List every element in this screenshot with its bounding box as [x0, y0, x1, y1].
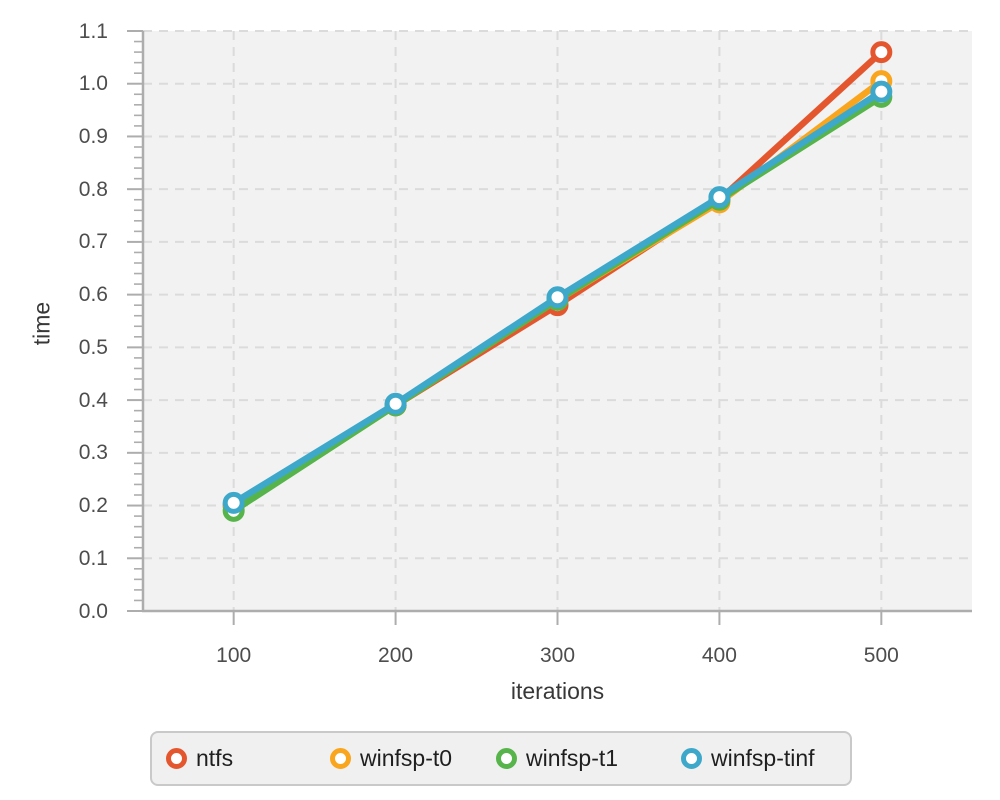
y-tick-label-1.1: 1.1	[78, 19, 108, 43]
data-point-winfsp-tinf-500	[870, 80, 893, 103]
data-point-winfsp-tinf-200	[384, 392, 407, 415]
y-tick-label-0.3: 0.3	[78, 441, 108, 465]
y-tick-label-0.8: 0.8	[78, 177, 108, 201]
y-axis-title: time	[28, 301, 55, 346]
legend-item-ntfs: ntfs	[166, 733, 233, 784]
y-tick-label-0.7: 0.7	[78, 230, 108, 254]
y-tick-label-1.0: 1.0	[78, 72, 108, 96]
legend-item-winfsp-tinf: winfsp-tinf	[681, 733, 815, 784]
legend-item-winfsp-t1: winfsp-t1	[496, 733, 618, 784]
data-point-winfsp-tinf-300	[546, 286, 569, 309]
legend-label-winfsp-tinf: winfsp-tinf	[711, 745, 815, 771]
data-point-winfsp-tinf-400	[708, 186, 731, 209]
y-tick-label-0.6: 0.6	[78, 283, 108, 307]
y-tick-label-0.4: 0.4	[78, 388, 108, 412]
legend-label-winfsp-t1: winfsp-t1	[526, 745, 619, 771]
data-point-winfsp-tinf-100	[222, 491, 245, 514]
y-tick-label-0.5: 0.5	[78, 335, 108, 359]
y-tick-label-0.1: 0.1	[78, 546, 108, 570]
legend-item-winfsp-t0: winfsp-t0	[330, 733, 452, 784]
y-tick-label-0.2: 0.2	[78, 494, 108, 518]
x-tick-label-200: 200	[378, 644, 414, 667]
x-tick-label-500: 500	[863, 644, 899, 667]
legend-label-winfsp-t0: winfsp-t0	[360, 745, 453, 771]
legend-marker-winfsp-tinf	[681, 748, 702, 769]
y-tick-label-0.9: 0.9	[78, 124, 108, 148]
legend-marker-winfsp-t1	[496, 748, 517, 769]
legend-marker-ntfs	[166, 748, 187, 769]
x-axis-title: iterations	[510, 678, 605, 704]
x-tick-label-400: 400	[701, 644, 737, 667]
data-point-ntfs-500	[870, 41, 893, 64]
legend-label-ntfs: ntfs	[196, 745, 234, 771]
y-tick-label-0.0: 0.0	[78, 599, 108, 623]
x-tick-label-100: 100	[216, 644, 252, 667]
legend-marker-winfsp-t0	[330, 748, 351, 769]
x-tick-label-300: 300	[539, 644, 576, 667]
legend: ntfs winfsp-t0 winfsp-t1 winfsp-tinf	[150, 731, 852, 786]
